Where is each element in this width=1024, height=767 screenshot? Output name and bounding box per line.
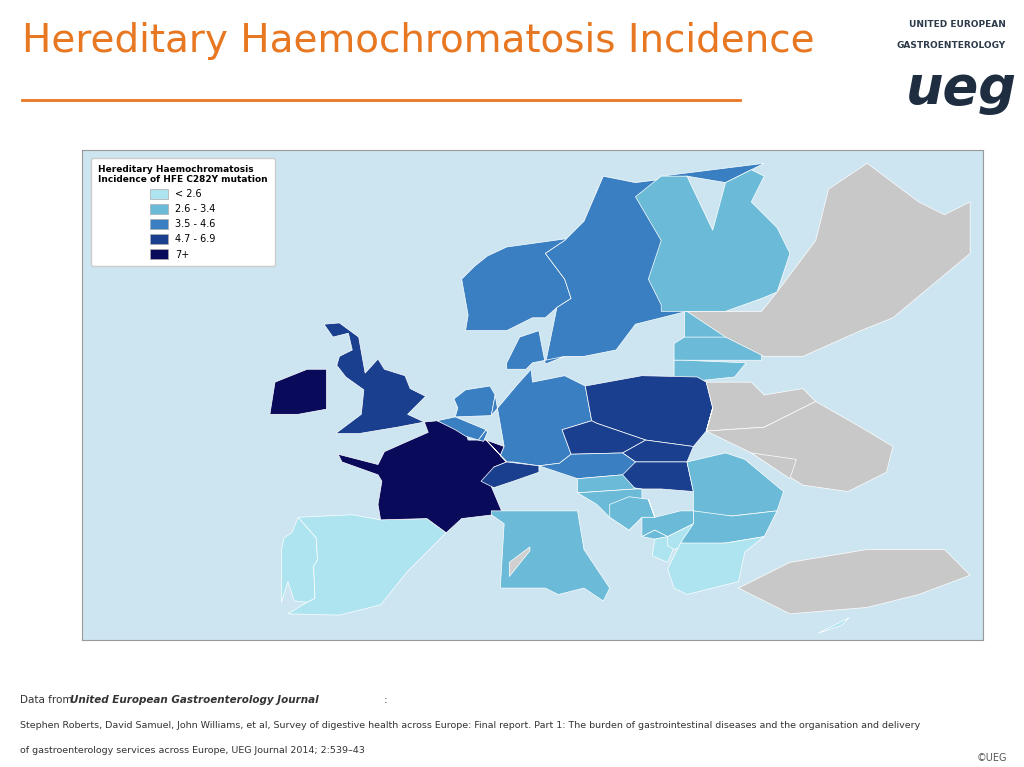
Text: Stephen Roberts, David Samuel, John Williams, et al, Survey of digestive health : Stephen Roberts, David Samuel, John Will… [20,721,921,729]
Legend: < 2.6, 2.6 - 3.4, 3.5 - 4.6, 4.7 - 6.9, 7+: < 2.6, 2.6 - 3.4, 3.5 - 4.6, 4.7 - 6.9, … [91,158,274,266]
Polygon shape [338,421,507,533]
Polygon shape [687,163,970,357]
Polygon shape [539,453,636,479]
Polygon shape [282,517,317,602]
Polygon shape [752,453,797,479]
Polygon shape [642,499,693,537]
Polygon shape [270,369,327,414]
Polygon shape [481,462,539,488]
Text: United European Gastroenterology Journal: United European Gastroenterology Journal [70,695,318,706]
Polygon shape [437,417,486,440]
Polygon shape [546,176,726,364]
Text: ueg: ueg [905,63,1017,115]
Text: of gastroenterology services across Europe, UEG Journal 2014; 2:539–43: of gastroenterology services across Euro… [20,746,366,755]
Polygon shape [642,530,668,539]
Polygon shape [668,537,764,594]
Polygon shape [623,440,693,462]
Text: Data from: Data from [20,695,76,706]
Polygon shape [818,617,849,633]
Polygon shape [562,421,646,454]
Polygon shape [509,547,529,577]
Polygon shape [681,511,777,545]
Polygon shape [324,323,426,433]
Polygon shape [687,453,783,516]
Polygon shape [674,360,746,384]
Polygon shape [578,489,642,530]
Polygon shape [513,524,527,545]
Polygon shape [578,475,636,493]
Polygon shape [95,221,237,261]
Polygon shape [636,170,790,311]
Polygon shape [738,549,970,614]
Polygon shape [674,337,762,360]
Text: ©UEG: ©UEG [977,752,1008,762]
Polygon shape [507,331,564,369]
Text: GASTROENTEROLOGY: GASTROENTEROLOGY [897,41,1006,50]
Polygon shape [462,163,764,331]
Polygon shape [707,382,816,431]
Polygon shape [611,462,693,492]
Polygon shape [288,515,446,615]
Polygon shape [652,533,681,562]
Text: Hereditary Haemochromatosis Incidence: Hereditary Haemochromatosis Incidence [23,22,815,60]
Polygon shape [478,430,487,441]
Polygon shape [586,376,713,446]
Polygon shape [684,311,762,337]
Polygon shape [707,401,893,492]
Polygon shape [492,511,609,601]
Polygon shape [609,497,654,530]
Text: :: : [384,695,388,706]
Polygon shape [454,386,496,417]
Polygon shape [668,524,693,549]
Polygon shape [486,369,592,466]
Text: UNITED EUROPEAN: UNITED EUROPEAN [909,20,1006,29]
